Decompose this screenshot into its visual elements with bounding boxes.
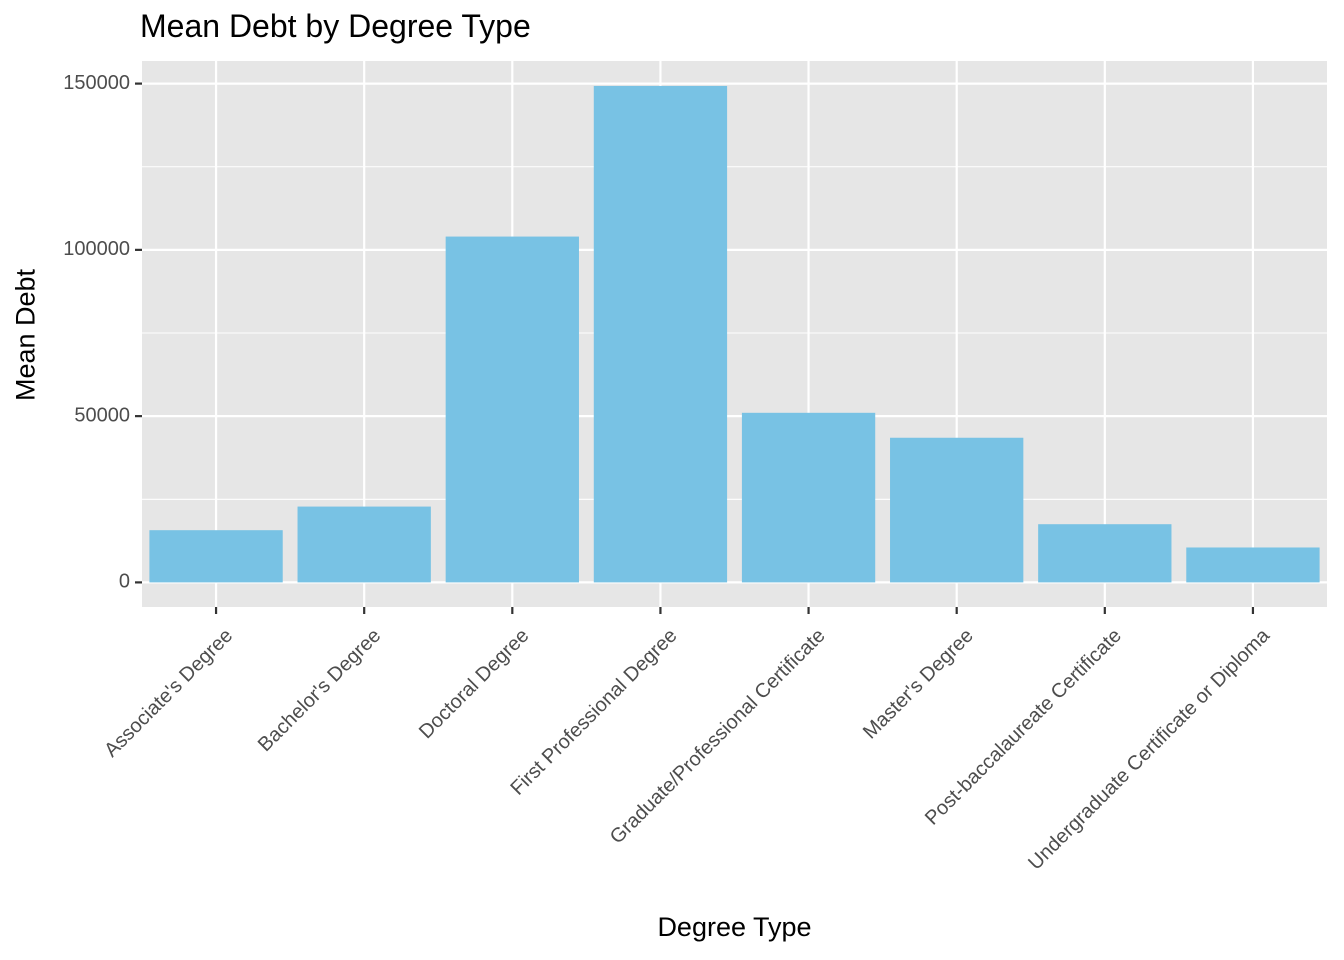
- x-axis-title: Degree Type: [657, 912, 812, 942]
- x-tick-label: First Professional Degree: [506, 625, 681, 800]
- x-tick-label: Undergraduate Certificate or Diploma: [1024, 624, 1274, 874]
- x-tick-label: Doctoral Degree: [415, 625, 534, 744]
- chart-title: Mean Debt by Degree Type: [140, 8, 531, 44]
- y-tick-label: 100000: [63, 238, 130, 260]
- bar: [445, 236, 579, 583]
- bar: [741, 412, 876, 583]
- bar: [297, 506, 431, 583]
- bar: [593, 85, 728, 583]
- bar: [1186, 547, 1320, 583]
- x-tick-label: Associate's Degree: [100, 625, 237, 762]
- bar: [149, 530, 283, 583]
- x-tick-label: Master's Degree: [859, 625, 978, 744]
- y-axis-title: Mean Debt: [10, 268, 41, 402]
- bar: [890, 437, 1024, 583]
- y-tick-label: 150000: [63, 72, 130, 94]
- y-tick-label: 0: [119, 571, 130, 593]
- x-tick-label: Bachelor's Degree: [254, 625, 385, 756]
- y-tick-label: 50000: [74, 404, 130, 426]
- bar: [1038, 524, 1172, 583]
